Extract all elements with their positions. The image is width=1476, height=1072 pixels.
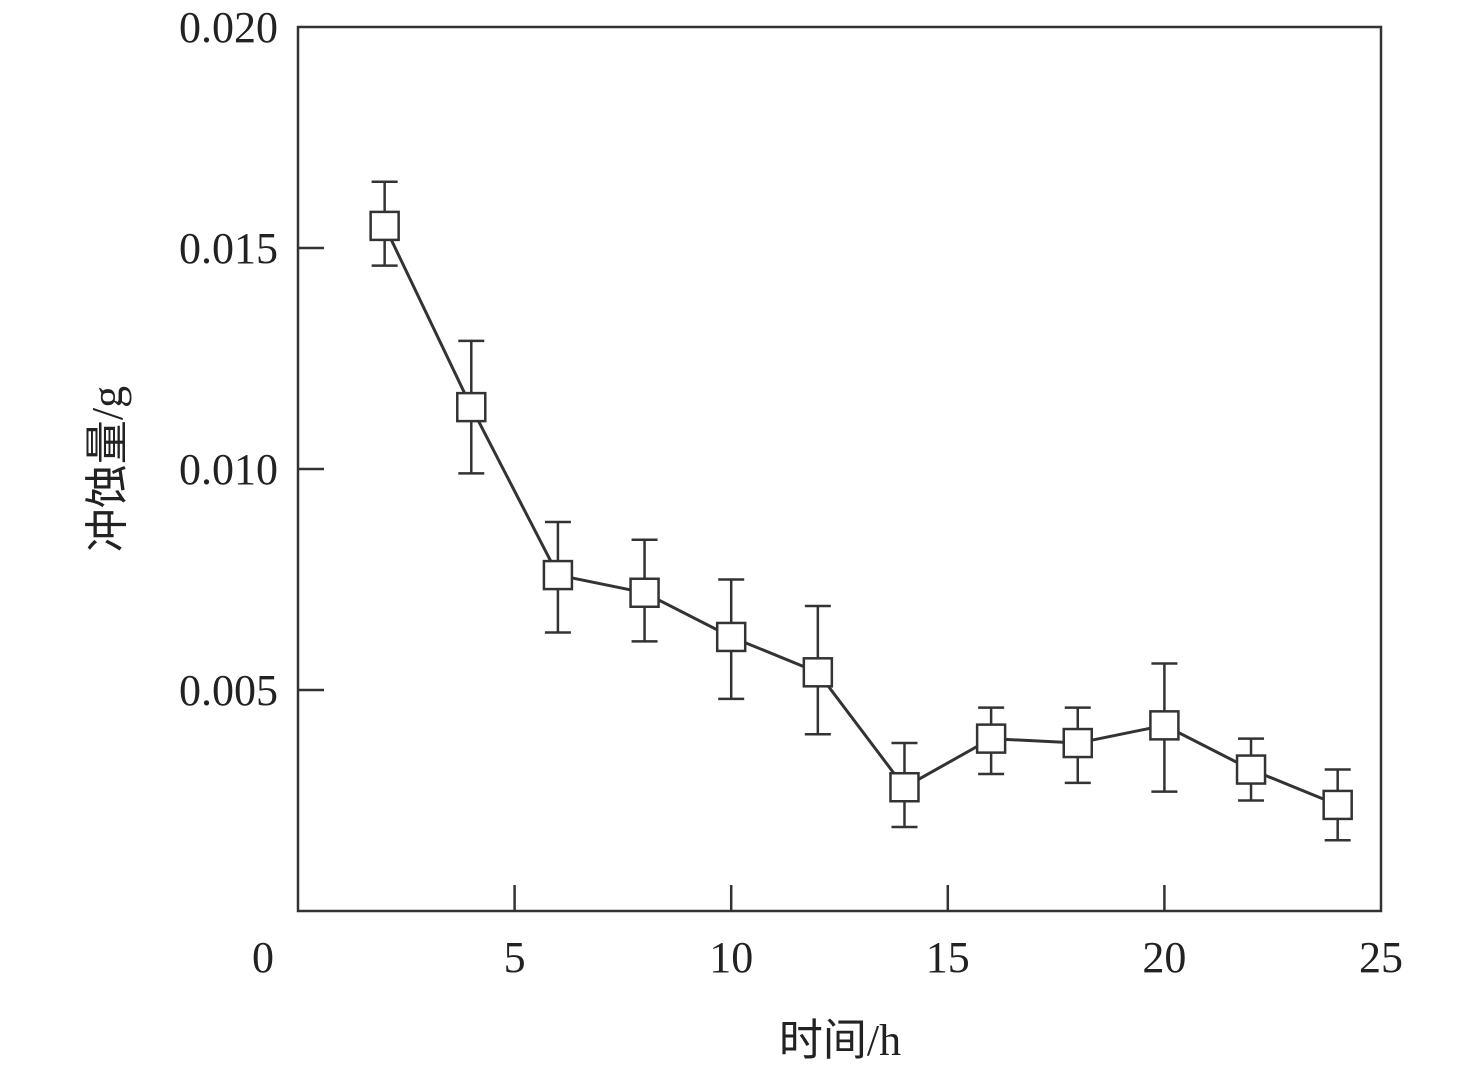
x-tick-label: 5 — [504, 933, 526, 982]
data-point-square — [369, 210, 400, 242]
data-point-square — [1149, 710, 1180, 741]
data-point-square — [889, 771, 920, 803]
data-point-square — [1235, 754, 1267, 785]
data-point-square — [715, 621, 747, 653]
data-point-square — [802, 657, 834, 688]
x-tick-label: 10 — [709, 933, 753, 982]
series-line — [383, 225, 1339, 807]
plot-frame — [296, 25, 1383, 913]
data-point-square — [1062, 727, 1094, 759]
data-point-square — [1322, 789, 1353, 821]
x-axis-label: 时间/h — [779, 1016, 901, 1065]
y-tick-label: 0.005 — [179, 666, 278, 715]
data-point-square — [542, 559, 574, 591]
y-axis-label: 冲蚀量/g — [83, 386, 132, 552]
y-tick-label: 0.020 — [179, 3, 278, 52]
x-tick-label: 25 — [1359, 933, 1403, 982]
x-tick-label: 20 — [1142, 933, 1186, 982]
y-tick-label: 0.010 — [179, 445, 278, 494]
data-point-square — [975, 723, 1007, 754]
x-tick-label: 0 — [252, 933, 274, 982]
x-tick-label: 15 — [926, 933, 970, 982]
data-point-square — [456, 391, 487, 423]
data-point-square — [629, 577, 660, 609]
y-tick-label: 0.015 — [179, 224, 278, 273]
